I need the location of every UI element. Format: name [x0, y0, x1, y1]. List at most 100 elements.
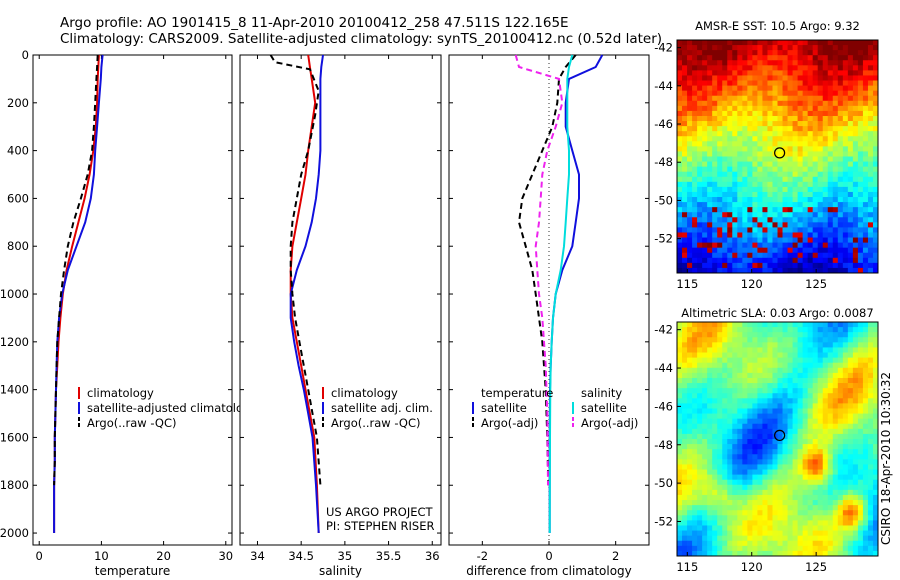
sst-map-cell — [827, 252, 834, 259]
sst-map-cell — [822, 55, 829, 61]
sst-map-cell — [837, 60, 844, 66]
sst-map-cell — [797, 176, 804, 183]
sst-map-cell — [697, 176, 703, 183]
sla-map-cell — [812, 352, 819, 359]
sla-map-cell — [677, 428, 683, 435]
sst-map-cell — [702, 151, 708, 157]
sst-map-cell — [707, 267, 713, 274]
sla-map-cell — [762, 408, 768, 414]
sla-map-cell — [717, 327, 723, 333]
sla-map-cell — [857, 439, 864, 445]
sst-map-cell — [682, 90, 688, 97]
sla-map-cell — [847, 454, 854, 460]
sla-map-cell — [847, 474, 854, 481]
sst-map-cell — [862, 166, 869, 173]
sla-map-cell — [847, 535, 854, 542]
sst-map-cell — [872, 75, 879, 81]
sla-map-cell — [772, 515, 778, 521]
sla-map-cell — [787, 474, 793, 481]
sla-map-cell — [687, 489, 693, 496]
sla-map-cell — [782, 362, 788, 369]
sla-map-cell — [727, 494, 733, 501]
sst-map-cell — [722, 181, 728, 188]
sst-map-cell — [857, 161, 864, 168]
sst-map-cell — [702, 217, 708, 223]
sst-map-cell — [702, 136, 708, 142]
sla-map-cell — [842, 393, 849, 399]
sst-map-cell — [717, 232, 723, 238]
sst-map-cell — [682, 207, 688, 213]
salinity-series-2 — [269, 54, 322, 486]
sst-map-cell — [737, 186, 743, 193]
sla-map-cell — [687, 423, 693, 430]
sla-map-cell — [862, 327, 869, 333]
sla-map-cell — [717, 332, 723, 338]
sst-map-cell — [712, 171, 718, 178]
sst-map-cell — [677, 242, 683, 249]
sla-map-cell — [697, 372, 703, 379]
sst-map-cell — [857, 90, 864, 97]
sst-map-cell — [827, 207, 834, 213]
sst-map-cell — [807, 141, 814, 147]
sst-map-cell — [862, 186, 869, 193]
sla-map-cell — [787, 540, 793, 547]
sst-map-cell — [722, 247, 728, 254]
sla-map-cell — [837, 418, 844, 425]
sst-map-cell — [752, 90, 758, 97]
sst-map-cell — [872, 60, 879, 66]
sst-map-cell — [822, 227, 829, 233]
sst-map-cell — [757, 55, 763, 61]
sla-map-cell — [722, 540, 728, 547]
sla-map-cell — [747, 377, 753, 384]
sla-map-cell — [707, 545, 713, 552]
sla-map-cell — [827, 367, 834, 374]
sst-map-cell — [697, 121, 703, 127]
sst-map-cell — [872, 257, 879, 264]
sst-map-cell — [712, 40, 718, 46]
sst-map-cell — [802, 202, 809, 208]
sla-map-cell — [772, 377, 778, 384]
sla-map-cell — [782, 459, 788, 465]
sla-map-cell — [757, 505, 763, 511]
sst-map-cell — [847, 90, 854, 97]
sla-map-cell — [712, 525, 718, 531]
sla-map-cell — [782, 418, 788, 425]
sst-map-cell — [827, 186, 834, 193]
sla-map-cell — [817, 550, 824, 557]
sla-map-cell — [757, 474, 763, 481]
sst-map-cell — [862, 161, 869, 168]
sla-map-cell — [712, 520, 718, 526]
sla-map-cell — [677, 494, 683, 501]
sst-map-cell — [712, 156, 718, 162]
sla-map-cell — [677, 332, 683, 338]
sla-map-cell — [727, 428, 733, 435]
sst-map-cell — [842, 247, 849, 254]
sst-map-cell — [842, 50, 849, 56]
sla-map-cell — [792, 423, 799, 430]
sla-map-cell — [712, 428, 718, 435]
sla-map-cell — [802, 525, 809, 531]
sst-map-cell — [752, 176, 758, 183]
sst-map-cell — [742, 161, 748, 168]
sla-map-cell — [817, 540, 824, 547]
sla-map-cell — [717, 433, 723, 440]
sst-map-cell — [687, 217, 693, 223]
sla-map-cell — [867, 398, 874, 404]
sla-map-cell — [742, 362, 748, 369]
sst-map-cell — [707, 202, 713, 208]
sla-map-cell — [832, 398, 839, 404]
sst-map-cell — [707, 161, 713, 168]
sst-map-cell — [867, 146, 874, 152]
sla-map-cell — [857, 510, 864, 516]
sst-map-cell — [777, 166, 783, 173]
sst-map-cell — [817, 126, 824, 132]
sst-map-cell — [817, 95, 824, 102]
sst-map-cell — [777, 131, 783, 137]
sst-map-cell — [697, 50, 703, 56]
sst-map-cell — [777, 242, 783, 249]
sla-map-cell — [842, 352, 849, 359]
sla-map-cell — [832, 408, 839, 414]
sla-map-cell — [707, 347, 713, 353]
sst-map-cell — [797, 191, 804, 198]
sla-map-cell — [687, 454, 693, 460]
